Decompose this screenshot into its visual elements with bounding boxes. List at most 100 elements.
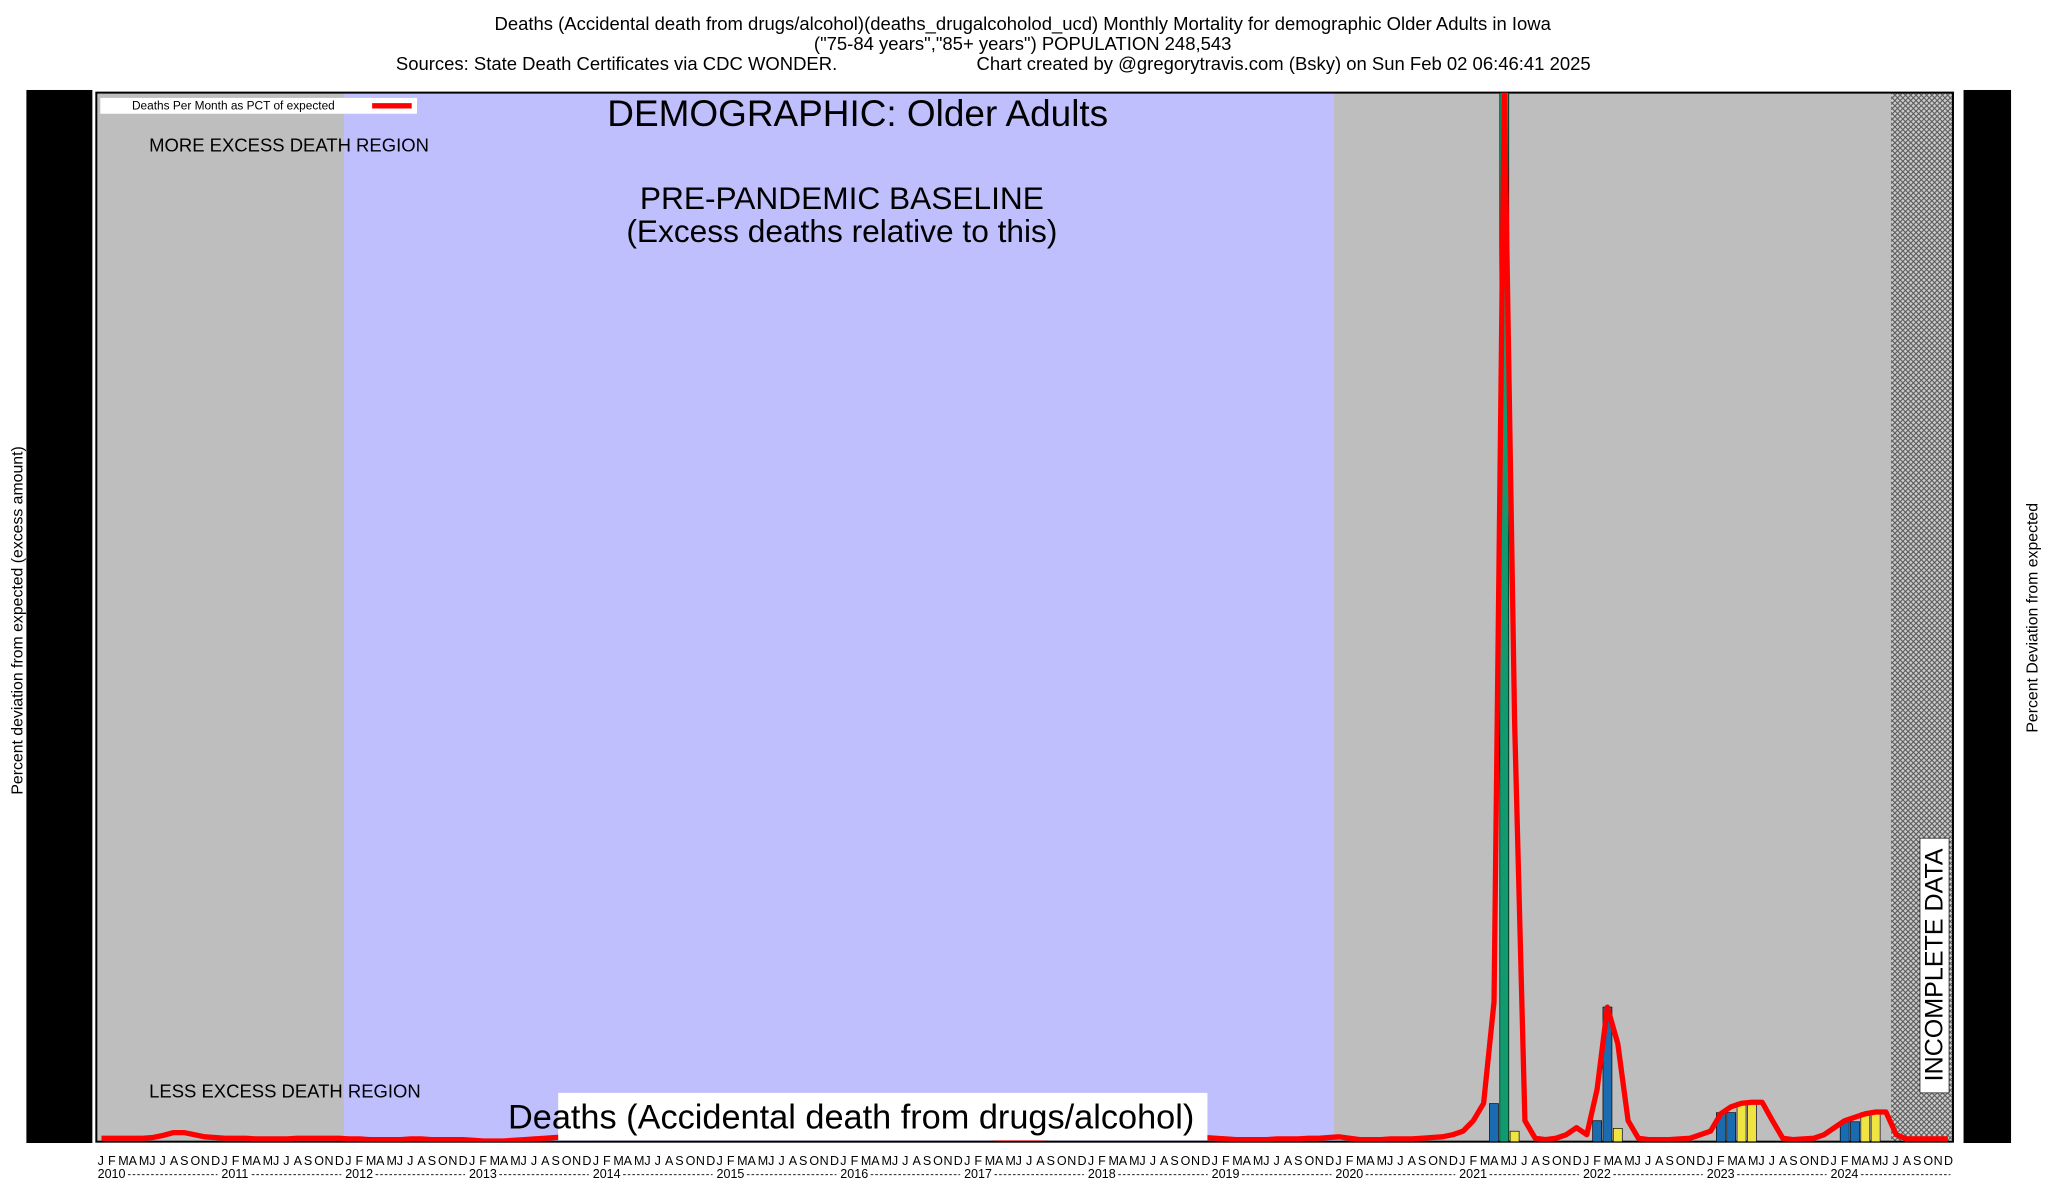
x-tick-label: M <box>1377 1154 1387 1168</box>
x-tick-label: A <box>789 1154 798 1168</box>
x-tick-label: J <box>778 1154 784 1168</box>
x-tick-label: D <box>830 1154 839 1168</box>
plot-background <box>95 91 1954 1143</box>
x-tick-label: A <box>541 1154 550 1168</box>
x-tick-label: M <box>737 1154 747 1168</box>
x-tick-label: M <box>861 1154 871 1168</box>
x-tick-label: D <box>706 1154 715 1168</box>
bar <box>1850 1121 1860 1142</box>
x-tick-label: J <box>407 1154 413 1168</box>
incomplete-label: INCOMPLETE DATA <box>1920 848 1948 1081</box>
x-tick-label: M <box>118 1154 128 1168</box>
x-tick-label: A <box>1861 1154 1870 1168</box>
demographic-label: DEMOGRAPHIC: Older Adults <box>607 93 1108 134</box>
x-tick-label: J <box>1139 1154 1145 1168</box>
x-tick-label: A <box>913 1154 922 1168</box>
x-tick-label: M <box>510 1154 520 1168</box>
x-tick-label: J <box>1274 1154 1280 1168</box>
x-tick-label: J <box>902 1154 908 1168</box>
bar <box>1592 1120 1602 1142</box>
x-tick-label: M <box>1727 1154 1737 1168</box>
x-tick-label: A <box>294 1154 303 1168</box>
x-tick-label: M <box>1624 1154 1634 1168</box>
x-tick-label: S <box>1170 1154 1178 1168</box>
x-tick-label: O <box>933 1154 943 1168</box>
x-tick-label: M <box>386 1154 396 1168</box>
x-tick-label: J <box>964 1154 970 1168</box>
x-tick-label: J <box>655 1154 661 1168</box>
x-tick-label: S <box>1665 1154 1673 1168</box>
x-tick-label: A <box>1366 1154 1375 1168</box>
x-tick-label: J <box>149 1154 155 1168</box>
x-tick-label: M <box>758 1154 768 1168</box>
x-tick-label: N <box>943 1154 952 1168</box>
x-tick-label: F <box>1098 1154 1106 1168</box>
x-tick-label: M <box>985 1154 995 1168</box>
x-tick-label: J <box>1397 1154 1403 1168</box>
x-tick-label: J <box>1521 1154 1527 1168</box>
x-tick-label: D <box>1820 1154 1829 1168</box>
year-label: 2020 <box>1335 1167 1363 1181</box>
x-tick-label: A <box>1779 1154 1788 1168</box>
chart-subtitle: ("75-84 years","85+ years") POPULATION 2… <box>814 33 1232 54</box>
x-tick-label: N <box>201 1154 210 1168</box>
x-tick-label: M <box>263 1154 273 1168</box>
x-tick-label: J <box>98 1154 104 1168</box>
x-tick-label: N <box>820 1154 829 1168</box>
x-tick-label: A <box>1490 1154 1499 1168</box>
legend-label: Deaths Per Month as PCT of expected <box>132 99 335 113</box>
x-tick-label: O <box>438 1154 448 1168</box>
x-tick-label: A <box>252 1154 261 1168</box>
sources: Sources: State Death Certificates via CD… <box>396 53 837 74</box>
x-tick-label: M <box>1500 1154 1510 1168</box>
y2-axis-ticks <box>1963 89 2012 1144</box>
year-label: 2016 <box>840 1167 868 1181</box>
y-axis-label: Percent deviation from expected (excess … <box>10 446 27 794</box>
year-label: 2024 <box>1831 1167 1859 1181</box>
baseline-label: PRE-PANDEMIC BASELINE <box>640 180 1044 216</box>
x-tick-label: D <box>1573 1154 1582 1168</box>
x-tick-label: A <box>1160 1154 1169 1168</box>
x-tick-label: N <box>1067 1154 1076 1168</box>
x-tick-label: J <box>1387 1154 1393 1168</box>
year-label: 2013 <box>469 1167 497 1181</box>
year-label: 2021 <box>1459 1167 1487 1181</box>
x-tick-label: N <box>572 1154 581 1168</box>
x-tick-label: D <box>1201 1154 1210 1168</box>
x-tick-label: J <box>1882 1154 1888 1168</box>
credit: Chart created by @gregorytravis.com (Bsk… <box>976 53 1590 74</box>
x-tick-label: J <box>1645 1154 1651 1168</box>
x-tick-label: M <box>1232 1154 1242 1168</box>
x-tick-label: A <box>1531 1154 1540 1168</box>
bar <box>1489 1103 1499 1142</box>
plot-frame <box>95 91 1954 1143</box>
x-tick-label: F <box>108 1154 116 1168</box>
x-tick-label: J <box>273 1154 279 1168</box>
x-tick-label: F <box>356 1154 364 1168</box>
x-tick-label: J <box>1335 1154 1341 1168</box>
x-tick-label: J <box>1459 1154 1465 1168</box>
x-tick-label: D <box>1449 1154 1458 1168</box>
x-tick-label: O <box>1676 1154 1686 1168</box>
x-tick-label: J <box>768 1154 774 1168</box>
bar <box>1747 1101 1757 1142</box>
x-tick-label: J <box>1831 1154 1837 1168</box>
bar <box>1870 1112 1881 1142</box>
x-tick-label: M <box>1005 1154 1015 1168</box>
year-label: 2017 <box>964 1167 992 1181</box>
x-tick-label: J <box>521 1154 527 1168</box>
x-tick-label: J <box>1212 1154 1218 1168</box>
x-tick-label: F <box>1841 1154 1849 1168</box>
bar <box>1509 1130 1520 1142</box>
x-tick-label: J <box>840 1154 846 1168</box>
y2-axis-label: Percent Deviation from expected <box>2025 503 2042 733</box>
x-tick-label: N <box>1934 1154 1943 1168</box>
x-tick-label: N <box>448 1154 457 1168</box>
x-tick-label: S <box>1789 1154 1797 1168</box>
x-tick-label: O <box>1057 1154 1067 1168</box>
x-tick-label: M <box>613 1154 623 1168</box>
x-tick-label: O <box>1428 1154 1438 1168</box>
x-tick-label: S <box>799 1154 807 1168</box>
x-tick-label: J <box>345 1154 351 1168</box>
